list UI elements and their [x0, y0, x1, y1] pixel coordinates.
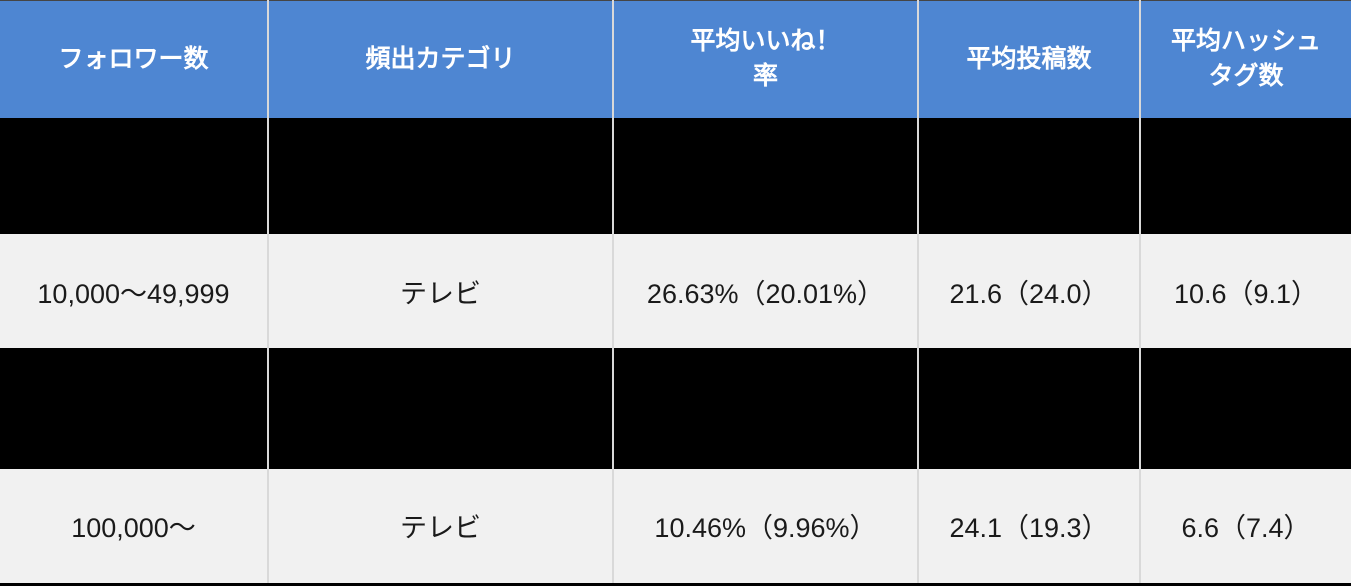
table-row: 10,000〜49,999 テレビ 26.63%（20.01%） 21.6（24…	[0, 233, 1351, 349]
table-cell-hashtags: 6.6（7.4）	[1140, 468, 1351, 585]
table-body: 10,000〜49,999 テレビ 26.63%（20.01%） 21.6（24…	[0, 117, 1351, 585]
table-cell	[918, 117, 1141, 234]
column-header-followers: フォロワー数	[0, 0, 269, 118]
table-row: 100,000〜 テレビ 10.46%（9.96%） 24.1（19.3） 6.…	[0, 468, 1351, 585]
table-cell-category: テレビ	[268, 233, 614, 349]
table-cell-posts: 24.1（19.3）	[918, 468, 1141, 585]
table-row-redacted	[0, 117, 1351, 234]
table-cell	[613, 348, 919, 469]
table-cell	[918, 348, 1141, 469]
column-header-posts: 平均投稿数	[917, 0, 1141, 118]
table-cell	[0, 117, 269, 234]
column-header-like-rate: 平均いいね！ 率	[612, 0, 919, 118]
table-cell-followers: 100,000〜	[0, 468, 269, 585]
table-cell-like-rate: 10.46%（9.96%）	[613, 468, 919, 585]
header-row: フォロワー数 頻出カテゴリ 平均いいね！ 率 平均投稿数 平均ハッシュ タグ数	[0, 0, 1351, 118]
table-cell-followers: 10,000〜49,999	[0, 233, 269, 349]
table-cell	[268, 117, 614, 234]
table-cell	[1140, 117, 1351, 234]
table-cell	[1140, 348, 1351, 469]
column-header-hashtags: 平均ハッシュ タグ数	[1139, 0, 1351, 118]
table-cell	[268, 348, 614, 469]
table-header: フォロワー数 頻出カテゴリ 平均いいね！ 率 平均投稿数 平均ハッシュ タグ数	[0, 0, 1351, 118]
table-cell	[0, 348, 269, 469]
table-cell-like-rate: 26.63%（20.01%）	[613, 233, 919, 349]
table-row-redacted	[0, 348, 1351, 469]
column-header-category: 頻出カテゴリ	[267, 0, 614, 118]
table-cell	[613, 117, 919, 234]
table-cell-category: テレビ	[268, 468, 614, 585]
table-cell-posts: 21.6（24.0）	[918, 233, 1141, 349]
table-cell-hashtags: 10.6（9.1）	[1140, 233, 1351, 349]
